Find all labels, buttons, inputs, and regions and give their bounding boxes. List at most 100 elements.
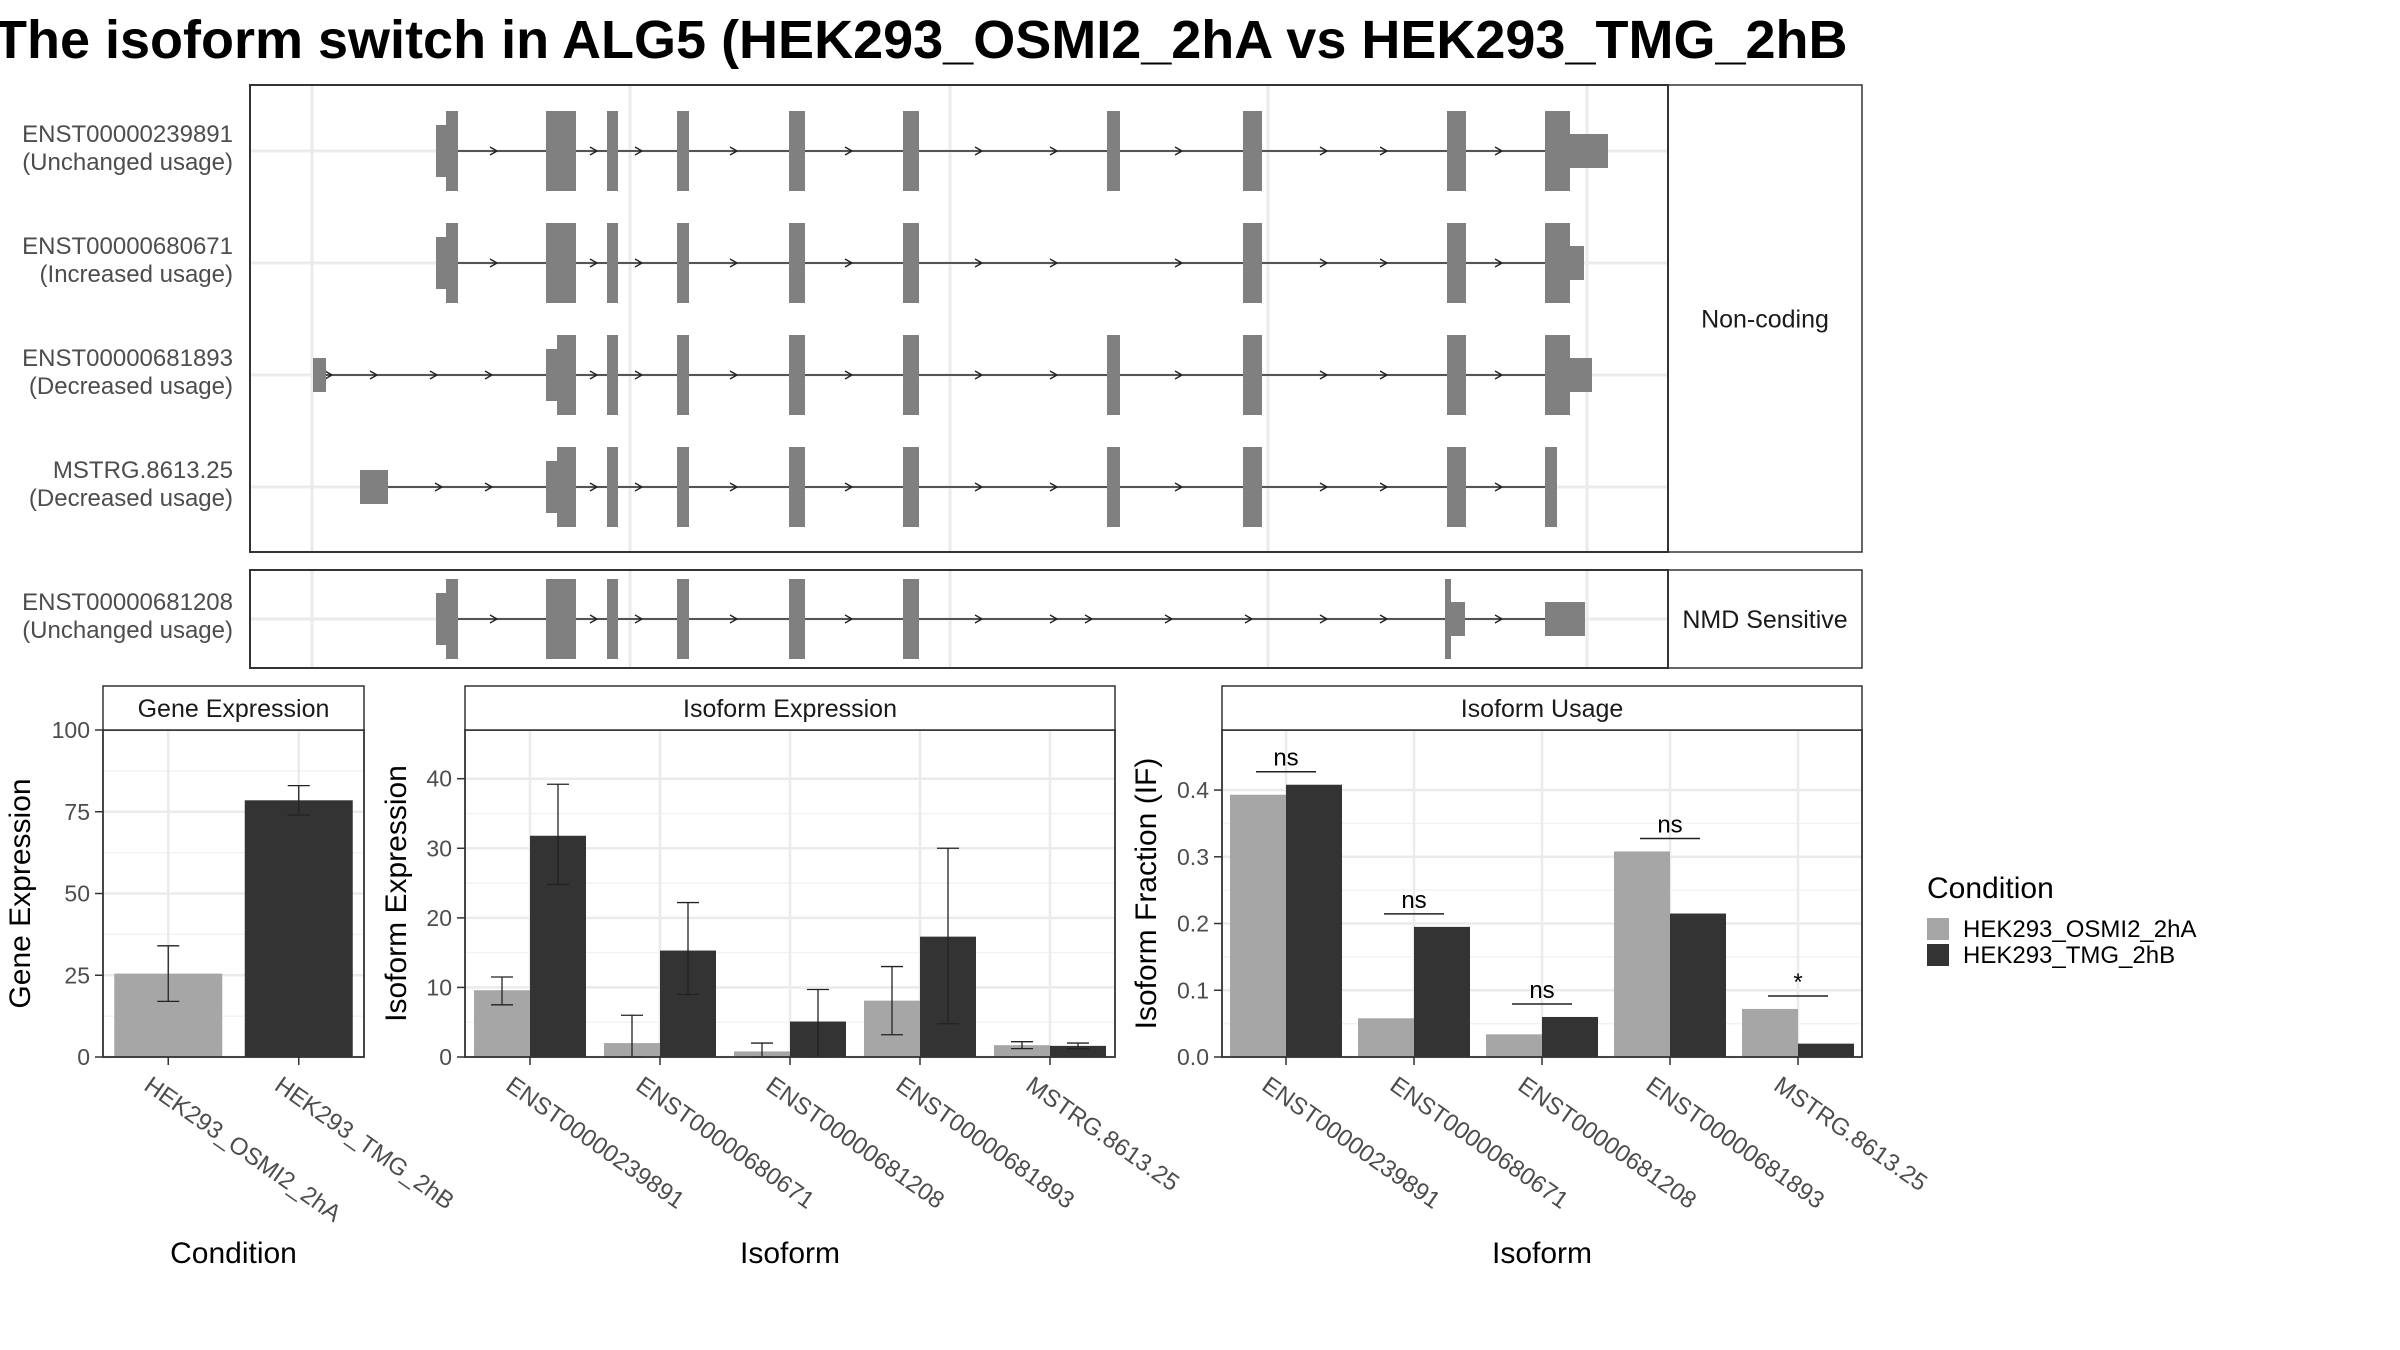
- direction-arrow: [1049, 370, 1059, 380]
- direction-arrow: [729, 482, 739, 492]
- direction-arrow: [1319, 146, 1329, 156]
- direction-arrow: [489, 614, 499, 624]
- direction-arrow: [974, 258, 984, 268]
- exon: [1107, 447, 1120, 527]
- exon: [436, 593, 446, 645]
- y-tick-label: 0.3: [1177, 844, 1209, 870]
- transcript-usage-label: (Decreased usage): [29, 373, 233, 400]
- direction-arrow: [634, 258, 644, 268]
- direction-arrow: [1379, 258, 1389, 268]
- exon: [607, 111, 618, 191]
- significance-label: ns: [1529, 977, 1554, 1004]
- direction-arrow: [1049, 146, 1059, 156]
- y-tick-label: 0.2: [1177, 911, 1209, 937]
- transcript-id-label: ENST00000680671: [22, 233, 233, 260]
- transcript-structure-panel: Non-coding NMD Sensitive ENST00000239891 (U…: [22, 84, 1863, 669]
- exon: [436, 125, 446, 177]
- group-strip-label: NMD Sensitive: [1682, 606, 1847, 634]
- direction-arrow: [369, 370, 379, 380]
- direction-arrow: [1174, 146, 1184, 156]
- direction-arrow: [974, 614, 984, 624]
- exon: [546, 579, 576, 659]
- direction-arrow: [434, 482, 444, 492]
- bar: [1050, 1045, 1106, 1057]
- direction-arrow: [1379, 482, 1389, 492]
- bar: [994, 1045, 1050, 1057]
- exon: [1545, 335, 1570, 415]
- direction-arrow: [1494, 146, 1504, 156]
- direction-arrow: [1049, 258, 1059, 268]
- y-tick-label: 10: [426, 974, 452, 1000]
- x-axis-title: Isoform: [1492, 1237, 1592, 1270]
- legend-label: HEK293_TMG_2hB: [1963, 942, 2175, 969]
- transcript-id-label: ENST00000239891: [22, 121, 233, 148]
- exon: [789, 223, 805, 303]
- exon: [1447, 335, 1466, 415]
- exon: [607, 335, 618, 415]
- exon: [546, 461, 558, 513]
- y-tick-label: 0.4: [1177, 777, 1209, 803]
- group-strip-label: Non-coding: [1701, 306, 1829, 334]
- direction-arrow: [324, 370, 334, 380]
- exon: [446, 223, 458, 303]
- exon: [677, 111, 689, 191]
- legend-label: HEK293_OSMI2_2hA: [1963, 916, 2196, 943]
- exon: [546, 349, 558, 401]
- exon: [1570, 134, 1608, 168]
- exon: [1243, 447, 1262, 527]
- direction-arrow: [1494, 482, 1504, 492]
- structure-panel-bg: [250, 85, 1668, 552]
- direction-arrow: [1174, 258, 1184, 268]
- y-tick-label: 75: [64, 799, 90, 825]
- exon: [546, 111, 576, 191]
- exon: [1447, 111, 1466, 191]
- exon: [1545, 447, 1557, 527]
- x-axis-title: Condition: [170, 1237, 297, 1270]
- direction-arrow: [729, 146, 739, 156]
- exon: [903, 579, 919, 659]
- direction-arrow: [844, 482, 854, 492]
- exon: [1545, 111, 1570, 191]
- direction-arrow: [974, 146, 984, 156]
- legend-key: [1927, 944, 1949, 966]
- direction-arrow: [1049, 482, 1059, 492]
- direction-arrow: [844, 146, 854, 156]
- exon: [677, 447, 689, 527]
- exon: [1107, 335, 1120, 415]
- exon: [903, 223, 919, 303]
- transcript-id-label: ENST00000681893: [22, 345, 233, 372]
- direction-arrow: [844, 258, 854, 268]
- direction-arrow: [844, 370, 854, 380]
- direction-arrow: [1174, 482, 1184, 492]
- y-tick-label: 100: [52, 717, 90, 743]
- transcript-id-label: MSTRG.8613.25: [53, 457, 233, 484]
- y-axis-title: Gene Expression: [4, 778, 37, 1008]
- direction-arrow: [1049, 614, 1059, 624]
- exon: [607, 579, 618, 659]
- bar: [1486, 1034, 1542, 1057]
- y-tick-label: 50: [64, 881, 90, 907]
- transcript-usage-label: (Unchanged usage): [22, 617, 233, 644]
- exon: [903, 447, 919, 527]
- direction-arrow: [634, 146, 644, 156]
- y-tick-label: 40: [426, 766, 452, 792]
- figure-title: The isoform switch in ALG5 (HEK293_OSMI2…: [0, 10, 1848, 70]
- exon: [607, 447, 618, 527]
- direction-arrow: [489, 146, 499, 156]
- transcript-usage-label: (Decreased usage): [29, 485, 233, 512]
- transcript-id-label: ENST00000681208: [22, 589, 233, 616]
- panel-strip: [102, 685, 365, 731]
- exon: [1447, 223, 1466, 303]
- exon: [1107, 111, 1120, 191]
- exon: [1451, 602, 1465, 636]
- y-tick-label: 0: [439, 1044, 452, 1070]
- bar: [1742, 1008, 1798, 1057]
- exon: [1545, 223, 1570, 303]
- exon: [446, 579, 458, 659]
- exon: [1545, 602, 1585, 636]
- direction-arrow: [1494, 370, 1504, 380]
- significance-label: ns: [1657, 811, 1682, 838]
- x-axis-title: Isoform: [740, 1237, 840, 1270]
- direction-arrow: [589, 146, 599, 156]
